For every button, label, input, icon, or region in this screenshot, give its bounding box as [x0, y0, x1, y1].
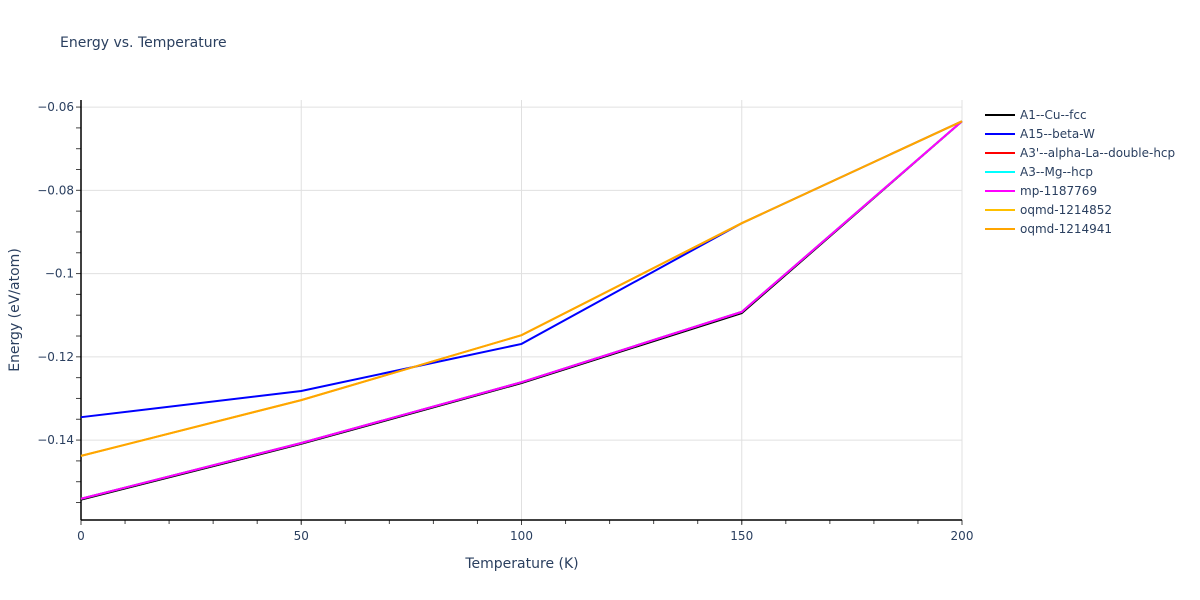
legend-label: A1--Cu--fcc	[1020, 107, 1087, 122]
legend-label: A15--beta-W	[1020, 126, 1095, 141]
x-tick-label: 200	[951, 529, 974, 543]
x-tick-label: 0	[77, 529, 85, 543]
legend-swatch-icon	[985, 132, 1015, 135]
y-tick-label: −0.1	[45, 267, 74, 281]
y-tick-label: −0.08	[37, 183, 74, 197]
legend-item[interactable]: oqmd-1214941	[985, 219, 1175, 238]
y-tick-label: −0.12	[37, 350, 74, 364]
legend-label: A3'--alpha-La--double-hcp	[1020, 145, 1176, 160]
x-tick-label: 150	[730, 529, 753, 543]
y-tick-label: −0.06	[37, 100, 74, 114]
legend-item[interactable]: A3--Mg--hcp	[985, 162, 1175, 181]
legend-swatch-icon	[985, 208, 1015, 211]
gridlines	[81, 100, 963, 520]
legend-item[interactable]: A15--beta-W	[985, 124, 1175, 143]
legend-item[interactable]: mp-1187769	[985, 181, 1175, 200]
y-tick-label: −0.14	[37, 433, 74, 447]
legend-item[interactable]: oqmd-1214852	[985, 200, 1175, 219]
series-line	[80, 120, 963, 457]
legend-label: A3--Mg--hcp	[1020, 164, 1093, 179]
axes: 0 50 100 150 200 −0.14 −0.12 −0.1 −0.08 −0.06	[37, 100, 973, 543]
series-line	[80, 120, 963, 500]
legend-swatch-icon	[985, 151, 1015, 154]
y-axis-title: Energy (eV/atom)	[7, 248, 23, 372]
legend-swatch-icon	[985, 227, 1015, 230]
legend-swatch-icon	[985, 113, 1015, 116]
data-lines	[80, 120, 963, 501]
legend-swatch-icon	[985, 189, 1015, 192]
legend-label: mp-1187769	[1020, 183, 1098, 198]
legend-swatch-icon	[985, 170, 1015, 173]
x-tick-label: 100	[510, 529, 533, 543]
legend: A1--Cu--fcc A15--beta-W A3'--alpha-La--dou…	[985, 105, 1175, 238]
legend-label: oqmd-1214852	[1020, 202, 1113, 217]
legend-label: oqmd-1214941	[1020, 221, 1113, 236]
legend-item[interactable]: A3'--alpha-La--double-hcp	[985, 143, 1175, 162]
x-axis-title: Temperature (K)	[464, 556, 578, 572]
x-tick-label: 50	[294, 529, 309, 543]
chart-title: Energy vs. Temperature	[60, 35, 227, 51]
legend-item[interactable]: A1--Cu--fcc	[985, 105, 1175, 124]
